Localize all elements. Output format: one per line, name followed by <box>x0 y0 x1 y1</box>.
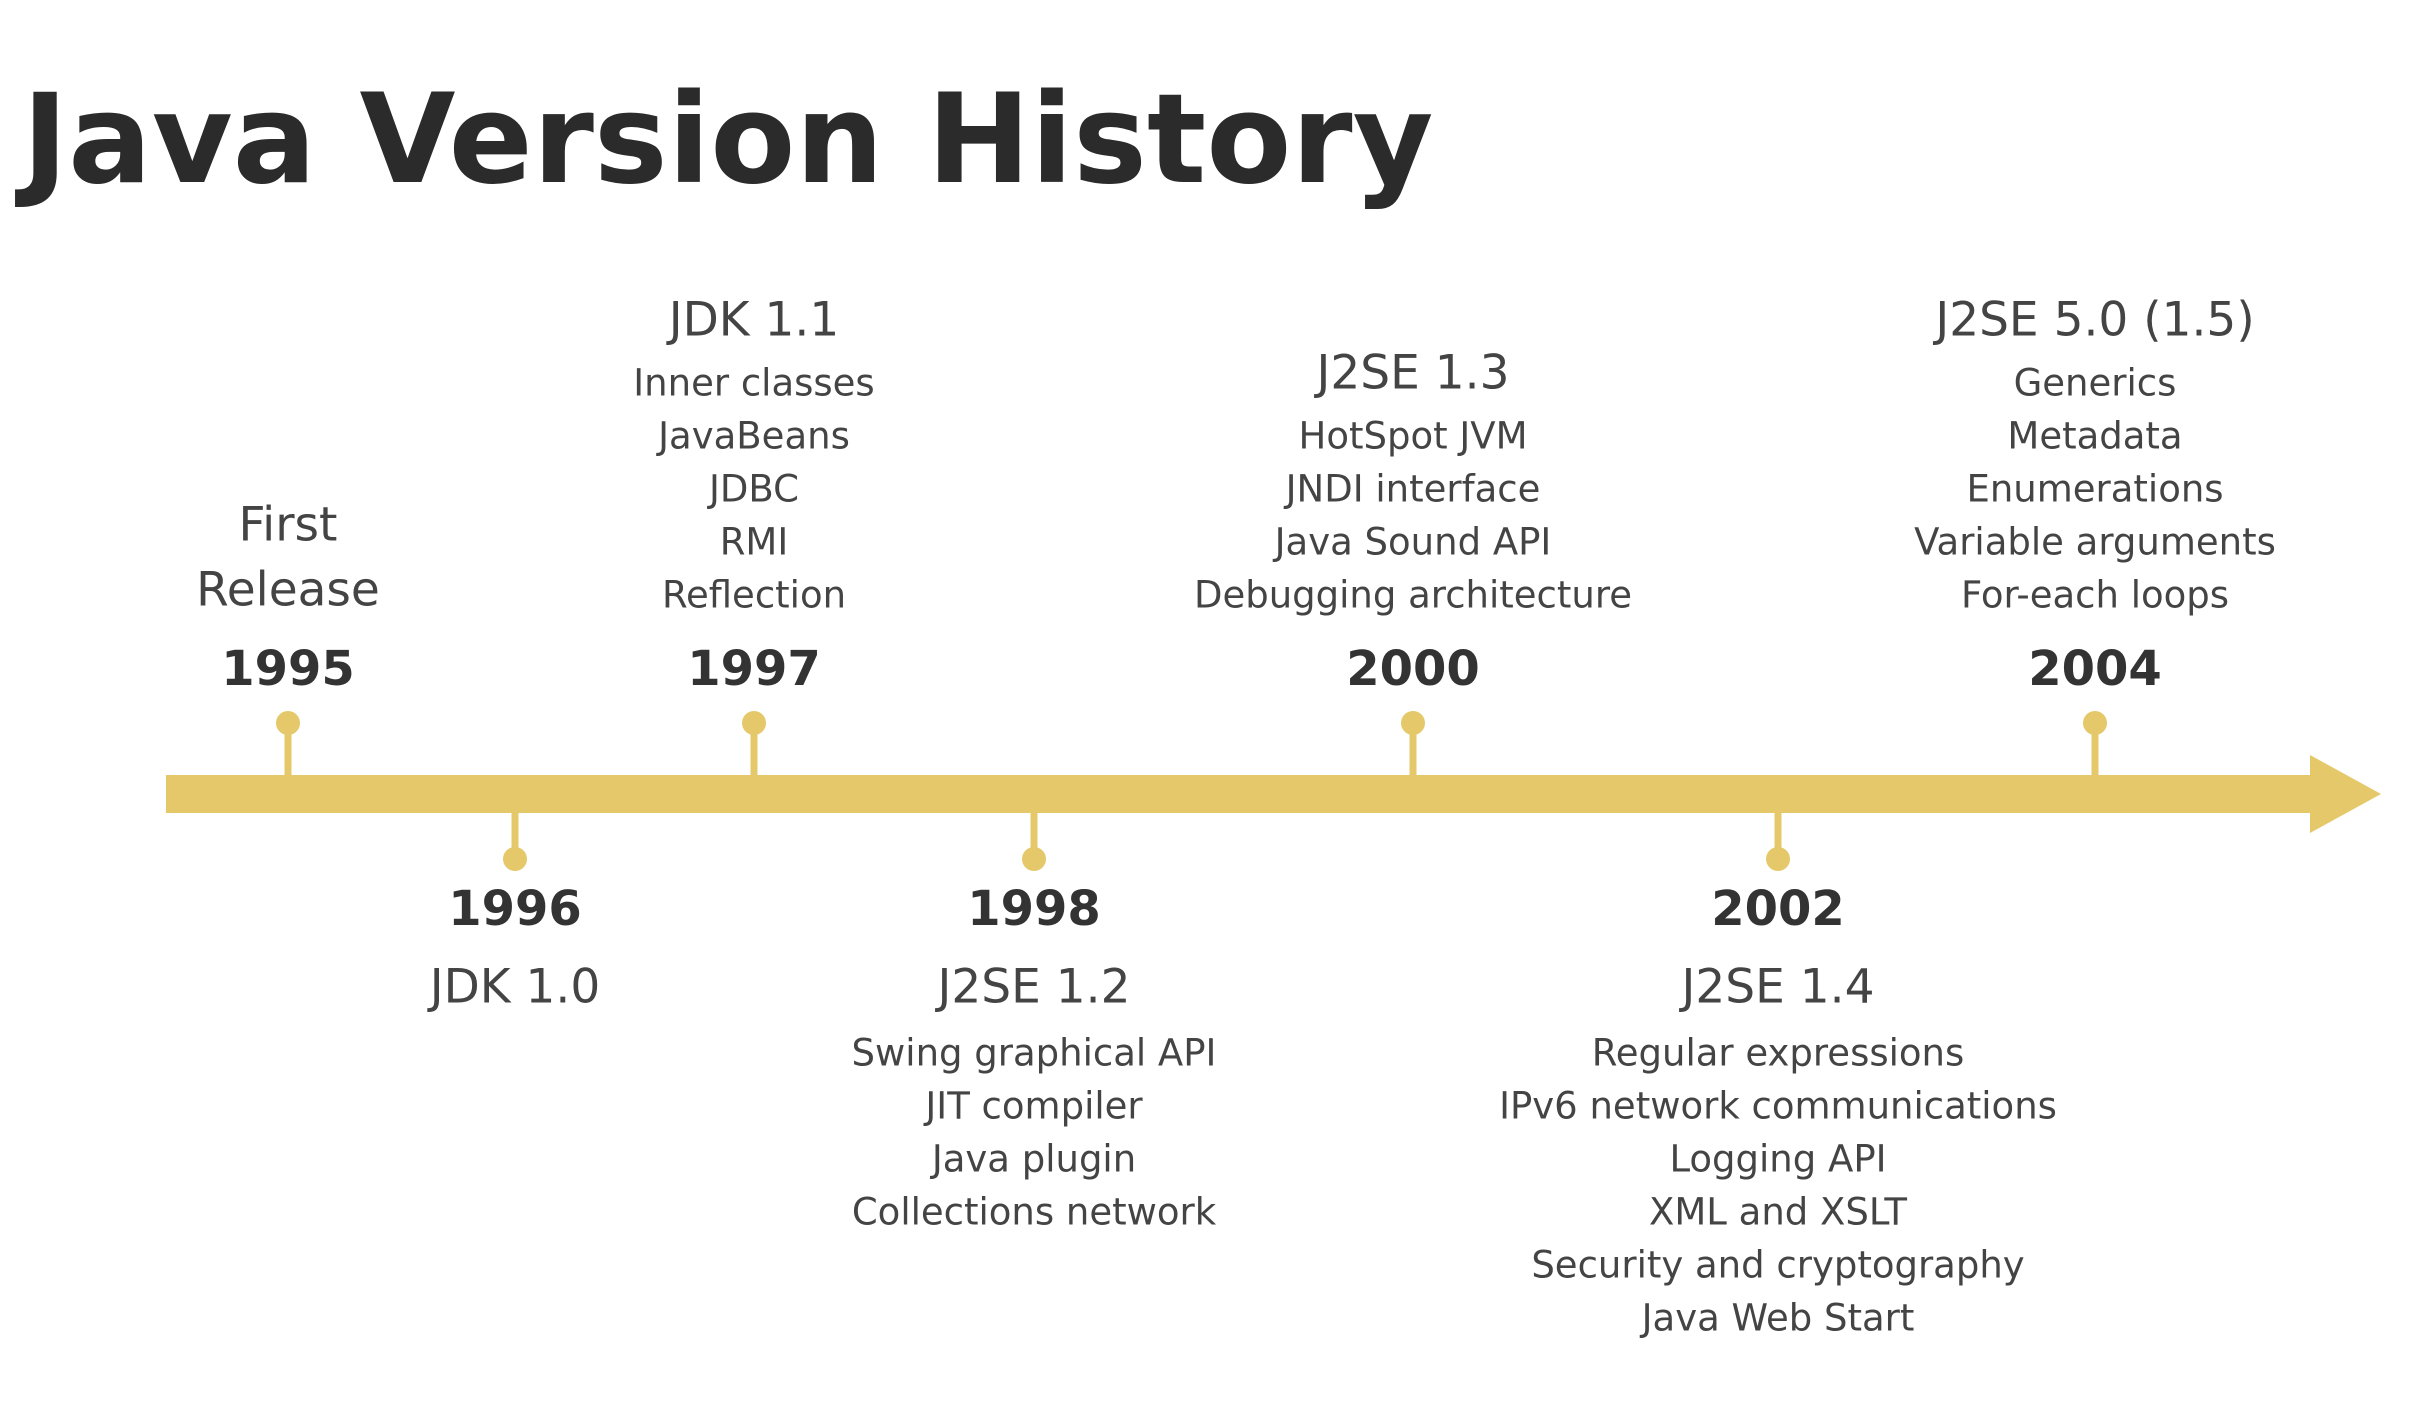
feature: JDBC <box>707 468 799 511</box>
year: 1998 <box>967 881 1101 937</box>
slide-title: Java Version History <box>15 68 1433 212</box>
feature: Enumerations <box>1966 468 2223 511</box>
year: 2004 <box>2028 641 2162 697</box>
feature: Debugging architecture <box>1194 574 1632 617</box>
stem-dot <box>276 711 300 735</box>
feature: Reflection <box>662 574 846 617</box>
version: Release <box>196 563 380 618</box>
feature: XML and XSLT <box>1649 1191 1907 1234</box>
feature: HotSpot JVM <box>1299 415 1528 458</box>
year: 1995 <box>221 641 355 697</box>
feature: RMI <box>720 521 789 564</box>
stem-dot <box>1401 711 1425 735</box>
feature: Java plugin <box>930 1138 1136 1181</box>
stem-dot <box>1766 847 1790 871</box>
feature: IPv6 network communications <box>1499 1085 2057 1128</box>
feature: Collections network <box>852 1191 1217 1234</box>
feature: JavaBeans <box>656 415 850 458</box>
timeline-bar <box>166 775 2326 813</box>
version: J2SE 1.2 <box>935 960 1131 1015</box>
year: 1996 <box>448 881 582 937</box>
stem-dot <box>2083 711 2107 735</box>
feature: For-each loops <box>1961 574 2229 617</box>
feature: Inner classes <box>633 362 874 405</box>
feature: Swing graphical API <box>852 1032 1217 1075</box>
feature: Java Web Start <box>1640 1297 1915 1340</box>
feature: Java Sound API <box>1273 521 1552 564</box>
stem-dot <box>742 711 766 735</box>
feature: Generics <box>2014 362 2177 405</box>
feature: Metadata <box>2007 415 2182 458</box>
feature: Variable arguments <box>1914 521 2276 564</box>
feature: JIT compiler <box>923 1085 1143 1128</box>
version: J2SE 1.3 <box>1314 346 1510 401</box>
feature: Regular expressions <box>1592 1032 1965 1075</box>
stem-dot <box>503 847 527 871</box>
feature: Logging API <box>1669 1138 1886 1181</box>
version: J2SE 1.4 <box>1679 960 1875 1015</box>
year: 2000 <box>1346 641 1480 697</box>
year: 2002 <box>1711 881 1845 937</box>
version: First <box>239 498 338 553</box>
version: JDK 1.0 <box>427 960 601 1015</box>
timeline-arrowhead <box>2310 755 2381 833</box>
feature: Security and cryptography <box>1531 1244 2024 1287</box>
stem-dot <box>1022 847 1046 871</box>
version: JDK 1.1 <box>666 293 840 348</box>
feature: JNDI interface <box>1284 468 1541 511</box>
version: J2SE 5.0 (1.5) <box>1932 293 2254 348</box>
year: 1997 <box>687 641 821 697</box>
